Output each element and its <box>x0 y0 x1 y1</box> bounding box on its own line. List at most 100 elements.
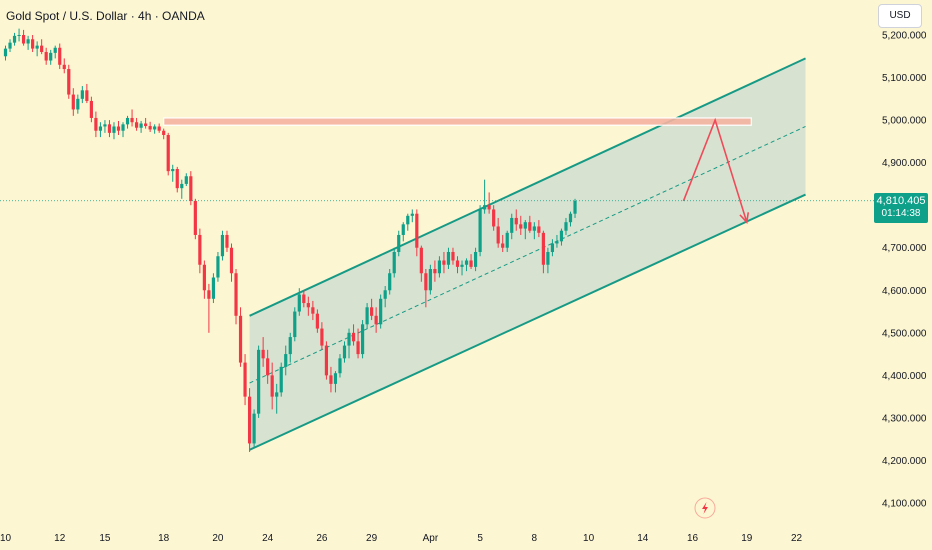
candle <box>252 409 256 448</box>
candle <box>89 96 93 123</box>
lightning-bolt-icon <box>702 502 708 514</box>
flash-button[interactable] <box>694 497 716 519</box>
candle <box>44 47 48 65</box>
candle <box>3 45 8 61</box>
candle <box>356 328 360 359</box>
candle-body <box>94 117 98 131</box>
candle-body <box>12 35 17 43</box>
candle <box>266 349 270 384</box>
candle <box>134 117 139 131</box>
candle <box>76 94 80 114</box>
projection-line <box>682 117 748 223</box>
candle-body <box>406 215 410 225</box>
candle <box>58 43 62 70</box>
time-tick-label: 12 <box>54 533 66 544</box>
resistance-zone[interactable] <box>163 117 752 126</box>
time-axis[interactable]: 10 12 15 18 20 24 26 29 Apr 5 8 10 14 16 19 22 <box>0 533 802 544</box>
candle <box>116 120 121 135</box>
candle-body <box>437 260 442 274</box>
candle-body <box>523 222 527 229</box>
candle-body <box>433 269 437 274</box>
candle-body <box>473 251 478 267</box>
channel-upper-line <box>249 57 806 317</box>
candle <box>451 247 455 265</box>
candle <box>455 256 460 274</box>
candle <box>424 269 428 308</box>
candle-body <box>415 213 419 248</box>
candle <box>442 251 446 274</box>
candle-body <box>58 47 62 65</box>
candle <box>125 115 130 129</box>
candle-body <box>442 260 446 265</box>
time-tick-label: 16 <box>687 533 699 544</box>
candle-body <box>347 332 351 346</box>
candle <box>365 303 369 329</box>
candle-body <box>21 35 26 44</box>
candle-body <box>80 90 84 99</box>
candle-body <box>392 251 396 274</box>
parallel-channel[interactable] <box>249 57 806 451</box>
candle-body <box>510 217 514 233</box>
candle <box>234 269 238 325</box>
candle <box>428 264 432 295</box>
candle <box>198 228 202 274</box>
candle <box>306 296 310 316</box>
candle-body <box>496 226 500 244</box>
candle <box>8 39 12 53</box>
candle-body <box>370 307 374 316</box>
candle-body <box>383 290 387 299</box>
candle-body <box>478 209 482 252</box>
candle <box>121 122 125 138</box>
candle <box>437 256 442 278</box>
candle <box>153 124 157 134</box>
candle <box>446 247 451 269</box>
candle <box>311 300 315 321</box>
candle-body <box>397 234 401 252</box>
candle <box>379 294 383 329</box>
candle-body <box>162 130 166 135</box>
candle <box>360 320 365 359</box>
candle-body <box>528 222 532 231</box>
candle <box>17 28 21 42</box>
candle-body <box>302 294 306 304</box>
projection-path[interactable] <box>682 117 750 224</box>
candle-body <box>171 169 175 172</box>
candle-body <box>279 366 283 393</box>
candle <box>401 222 405 242</box>
candle-body <box>216 256 220 278</box>
candle <box>397 230 401 257</box>
candle <box>144 117 148 129</box>
candle-body <box>460 264 464 267</box>
candle-body <box>573 200 577 214</box>
candle-body <box>8 42 12 49</box>
price-tick-label: 4,500.000 <box>882 328 927 339</box>
candle-body <box>293 311 297 338</box>
candle <box>31 35 35 53</box>
candle-body <box>266 358 270 376</box>
candle-body <box>356 341 360 355</box>
candle-body <box>103 124 107 127</box>
candle <box>320 322 324 350</box>
candle-body <box>284 354 288 367</box>
price-tick-label: 4,200.000 <box>882 456 927 467</box>
candle <box>293 307 297 342</box>
candle <box>505 230 509 252</box>
price-tick-label: 5,200.000 <box>882 31 927 42</box>
candle <box>279 362 283 397</box>
candle <box>374 307 378 333</box>
time-tick-label: 26 <box>316 533 328 544</box>
price-tick-label: 4,100.000 <box>882 499 927 510</box>
candle-body <box>464 260 469 265</box>
countdown-label: 01:14:38 <box>881 208 921 219</box>
candle-body <box>315 313 319 329</box>
candle <box>184 173 188 187</box>
candle <box>501 234 505 252</box>
candle <box>189 171 193 206</box>
time-tick-label: 24 <box>262 533 274 544</box>
currency-button[interactable]: USD <box>878 4 922 28</box>
candle-body <box>157 126 161 131</box>
candle-body <box>144 123 148 127</box>
candle <box>261 337 265 367</box>
candle-body <box>342 345 347 359</box>
